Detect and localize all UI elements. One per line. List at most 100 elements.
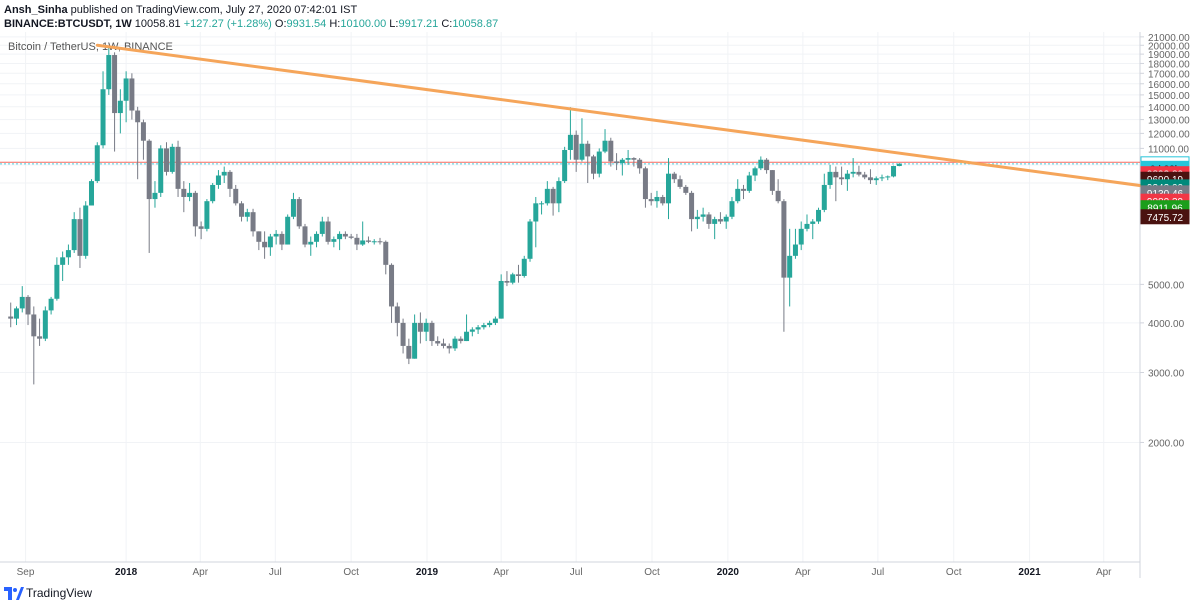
candle-body xyxy=(365,240,371,242)
candle-body xyxy=(660,196,666,204)
x-tick-label: Jul xyxy=(570,567,583,578)
y-tick-label: 15000.00 xyxy=(1148,91,1190,102)
candle-body xyxy=(302,226,308,245)
y-tick-label: 4000.00 xyxy=(1148,319,1185,330)
price-chart[interactable]: Bitcoin / TetherUS, 1W, BINANCE 2000.003… xyxy=(0,32,1200,578)
candle-body xyxy=(187,192,193,197)
candle-body xyxy=(487,322,493,326)
candle-body xyxy=(867,177,873,181)
candle-body xyxy=(262,241,268,248)
low-value: 9917.21 xyxy=(398,18,439,30)
candle-body xyxy=(164,148,170,172)
candle-body xyxy=(158,148,164,193)
candle-body xyxy=(723,216,729,222)
candle-body xyxy=(735,188,741,202)
candle-body xyxy=(608,140,614,162)
tradingview-brand[interactable]: TradingView xyxy=(26,586,93,600)
trendline[interactable] xyxy=(95,43,1167,191)
y-tick-label: 3000.00 xyxy=(1148,369,1185,380)
y-tick-label: 12000.00 xyxy=(1148,129,1190,140)
low-label: L: xyxy=(389,18,399,30)
candle-body xyxy=(106,55,112,90)
x-tick-label: 2021 xyxy=(1018,567,1041,578)
candle-body xyxy=(648,199,654,202)
candle-body xyxy=(8,316,14,319)
candle-body xyxy=(464,331,470,342)
candle-body xyxy=(671,173,677,180)
y-tick-label: 17000.00 xyxy=(1148,69,1190,80)
trendline-group xyxy=(95,43,1167,191)
candle-body xyxy=(539,203,545,205)
candle-body xyxy=(637,159,643,169)
open-value: 9931.54 xyxy=(286,18,327,30)
publish-line: Ansh_Sinha published on TradingView.com,… xyxy=(4,4,357,16)
candle-body xyxy=(37,336,43,339)
y-tick-label: 2000.00 xyxy=(1148,438,1185,449)
candle-body xyxy=(798,228,804,245)
candle-body xyxy=(377,241,383,243)
candle-body xyxy=(885,176,891,178)
price-labels: 10058.876d 22h9893.809690.199342.009130.… xyxy=(1140,156,1190,225)
candle-body xyxy=(579,143,585,160)
candle-body xyxy=(498,280,504,319)
candle-body xyxy=(256,231,262,242)
price-label-bg xyxy=(1140,209,1190,225)
y-tick-label: 19000.00 xyxy=(1148,50,1190,61)
candle-body xyxy=(31,314,37,337)
candle-body xyxy=(452,338,458,349)
time-axis[interactable]: Sep 2018 Apr Jul Oct 2019 Apr Jul Oct 2020 Apr Jul O… xyxy=(17,567,1113,578)
candle-body xyxy=(510,274,516,283)
candle-body xyxy=(769,170,775,191)
candle-body xyxy=(273,233,279,237)
x-tick-label: Jul xyxy=(871,567,884,578)
candle-body xyxy=(48,298,54,311)
candle-body xyxy=(446,345,452,349)
candle-body xyxy=(752,168,758,176)
candle-body xyxy=(689,192,695,220)
candle-body xyxy=(654,196,660,202)
candle-body xyxy=(787,255,793,278)
author-name[interactable]: Ansh_Sinha xyxy=(4,4,68,16)
candle-body xyxy=(856,171,862,175)
candle-body xyxy=(244,212,250,217)
candle-body xyxy=(585,143,591,157)
candle-body xyxy=(348,236,354,238)
candle-body xyxy=(816,209,822,222)
candle-body xyxy=(717,219,723,222)
price-axis[interactable]: 2000.003000.004000.005000.009000.0010000… xyxy=(1140,33,1190,450)
candle-body xyxy=(267,236,273,248)
candle-body xyxy=(706,214,712,224)
candle-body xyxy=(331,239,337,242)
candle-body xyxy=(619,159,625,164)
y-tick-label: 20000.00 xyxy=(1148,41,1190,52)
y-tick-label: 18000.00 xyxy=(1148,59,1190,70)
candle-body xyxy=(746,175,752,191)
price-label: 7475.72 xyxy=(1140,209,1190,225)
candle-body xyxy=(239,203,245,217)
candle-body xyxy=(198,226,204,229)
x-tick-label: 2019 xyxy=(416,567,439,578)
candle-body xyxy=(590,156,596,174)
candle-body xyxy=(13,308,19,319)
candle-body xyxy=(458,338,464,342)
candle-body xyxy=(383,241,389,265)
candle-body xyxy=(844,173,850,180)
candle-body xyxy=(527,221,533,259)
candle-body xyxy=(394,306,400,323)
candle-body xyxy=(325,221,331,242)
candle-body xyxy=(123,78,129,101)
y-tick-label: 14000.00 xyxy=(1148,103,1190,114)
x-tick-label: Apr xyxy=(1096,567,1112,578)
candle-body xyxy=(210,184,216,202)
candle-body xyxy=(850,171,856,174)
x-tick-label: Oct xyxy=(644,567,660,578)
candle-body xyxy=(342,233,348,237)
last-price: 10058.81 xyxy=(134,18,181,30)
candle-body xyxy=(821,184,827,210)
candle-body xyxy=(129,78,135,111)
ohlc-line: BINANCE:BTCUSDT, 1W 10058.81 +127.27 (+1… xyxy=(4,18,498,30)
x-tick-label: Sep xyxy=(17,567,35,578)
candle-body xyxy=(833,171,839,178)
y-tick-label: 13000.00 xyxy=(1148,116,1190,127)
candle-body xyxy=(337,233,343,240)
